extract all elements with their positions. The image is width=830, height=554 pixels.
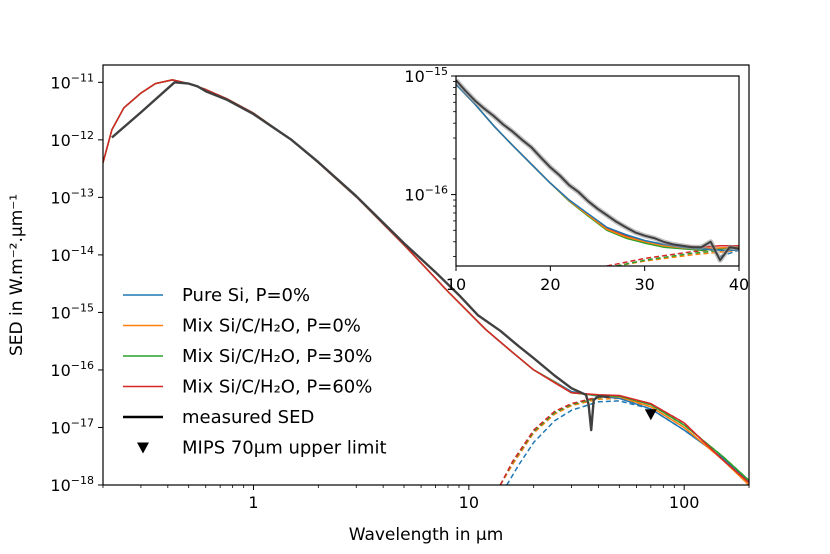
main-thermal-mix-si-c-h-o-p-0 [499, 397, 749, 485]
legend: Pure Si, P=0% Mix Si/C/H₂O, P=0% Mix Si/C/… [123, 285, 387, 459]
legend-label: Mix Si/C/H₂O, P=30% [182, 346, 372, 367]
inset-plot-frame [455, 75, 740, 267]
y-tick-label: 10−16 [50, 359, 94, 380]
y-tick-label: 10−17 [50, 416, 94, 437]
y-tick-label: 10−15 [50, 301, 94, 322]
x-tick-label: 1 [248, 493, 258, 512]
inset-background [456, 76, 739, 266]
inset-x-ticks: 10 20 30 40 [446, 266, 749, 294]
y-tick-label: 10−11 [50, 71, 94, 92]
inset-thermal-mix-si-c-h-o-p-60 [606, 246, 739, 266]
mips-upper-limit-marker [644, 409, 657, 421]
y-tick-label: 10−14 [50, 244, 94, 265]
inset-y-tick-label: 10−15 [404, 65, 448, 86]
main-y-ticks: 10−18 10−17 10−16 10−15 10−14 10−13 10−12 10−11 [50, 71, 103, 495]
inset-y-ticks: 10−15 10−16 [404, 65, 456, 258]
main-thermal-pure-si-p-0 [506, 400, 749, 485]
x-tick-label: 10 [459, 493, 479, 512]
x-tick-label: 100 [669, 493, 700, 512]
legend-label: Mix Si/C/H₂O, P=0% [182, 316, 361, 337]
main-series-group [103, 79, 749, 485]
inset-x-tick-label: 40 [729, 275, 749, 294]
main-x-ticks: 1 10 100 [102, 485, 750, 512]
legend-label: MIPS 70μm upper limit [182, 438, 387, 459]
inset-x-tick-label: 10 [446, 275, 466, 294]
y-axis-label: SED in W.m⁻².μm⁻¹ [7, 194, 27, 356]
main-series-measured-sed [111, 81, 610, 432]
y-tick-label: 10−12 [50, 129, 94, 150]
y-tick-label: 10−18 [50, 474, 94, 495]
legend-label: Pure Si, P=0% [182, 285, 310, 306]
main-markers-group [644, 409, 657, 421]
inset-y-tick-label: 10−16 [404, 184, 448, 205]
x-axis-label: Wavelength in μm [349, 525, 504, 545]
inset-series-group [456, 78, 739, 266]
main-plot-frame [102, 64, 750, 486]
legend-label: Mix Si/C/H₂O, P=60% [182, 377, 372, 398]
legend-label: measured SED [182, 407, 314, 428]
inset-series-measured-sed [456, 79, 739, 262]
inset-x-tick-label: 20 [540, 275, 560, 294]
legend-marker-upper-limit [137, 442, 149, 454]
y-tick-label: 10−13 [50, 186, 94, 207]
inset-x-tick-label: 30 [634, 275, 654, 294]
